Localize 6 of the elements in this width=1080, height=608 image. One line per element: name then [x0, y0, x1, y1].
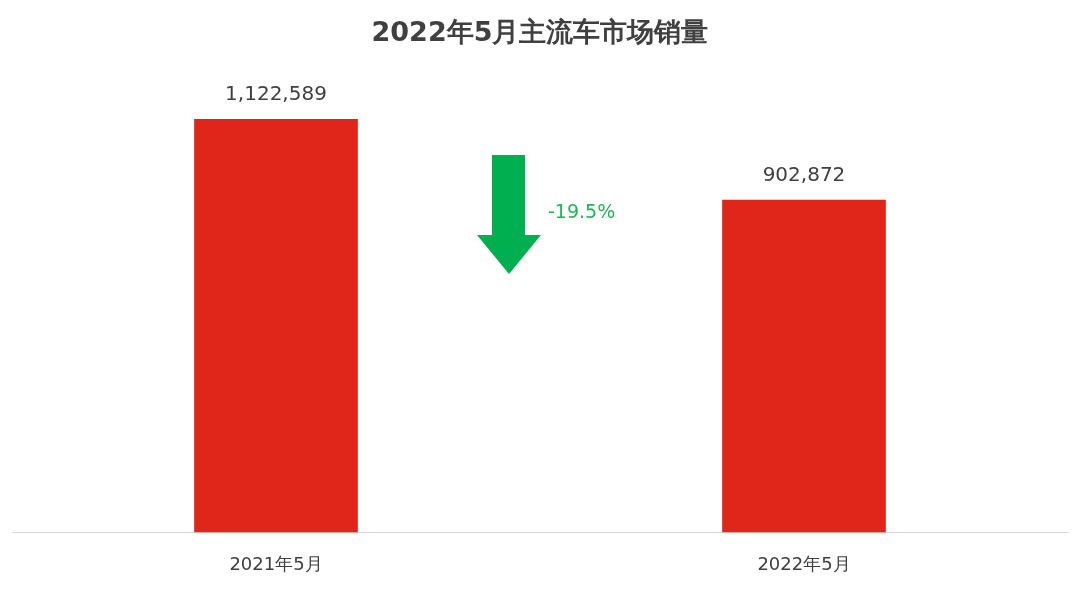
annotation: -19.5% — [548, 199, 616, 222]
x-tick-label: 2021年5月 — [229, 552, 323, 574]
chart-title: 2022年5月主流车市场销量 — [371, 16, 709, 48]
data-label: 1,122,589 — [225, 81, 327, 106]
data-label: 902,872 — [762, 162, 846, 187]
x-tick-label: 2022年5月 — [757, 552, 851, 574]
